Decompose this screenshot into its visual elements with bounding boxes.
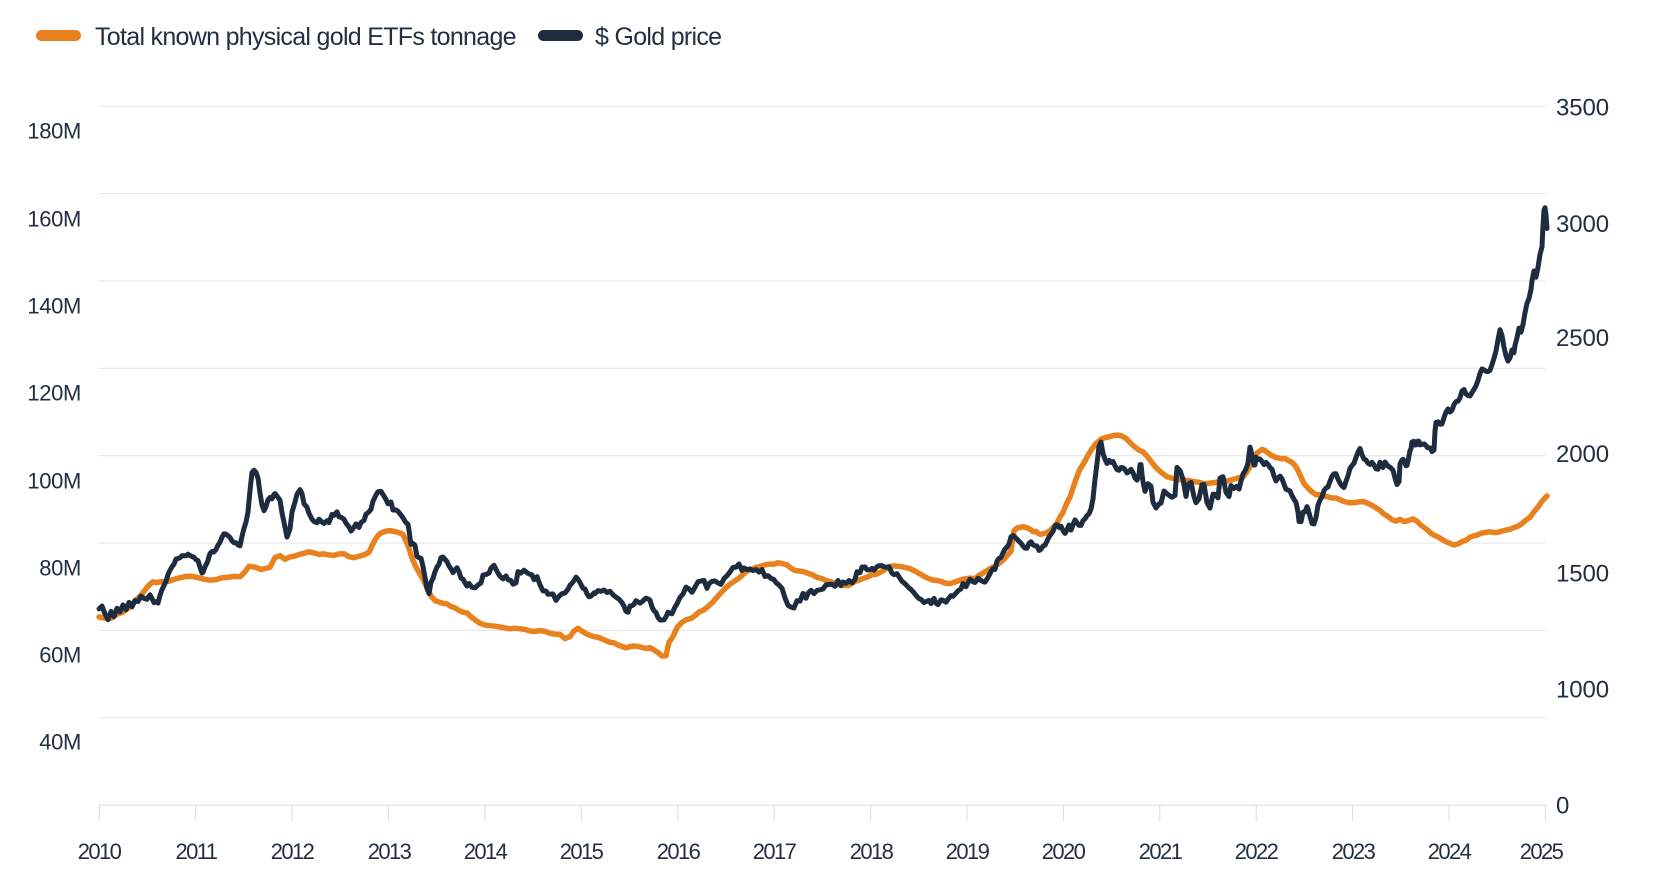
svg-text:2020: 2020 <box>1042 839 1086 864</box>
svg-text:2013: 2013 <box>368 839 412 864</box>
svg-text:2022: 2022 <box>1235 839 1279 864</box>
svg-text:2012: 2012 <box>271 839 315 864</box>
svg-text:2000: 2000 <box>1556 441 1609 468</box>
svg-text:2010: 2010 <box>78 839 122 864</box>
svg-text:120M: 120M <box>27 381 81 406</box>
svg-text:3000: 3000 <box>1556 211 1609 238</box>
svg-text:2015: 2015 <box>560 839 604 864</box>
svg-text:$ Gold price: $ Gold price <box>595 23 721 51</box>
svg-text:2017: 2017 <box>753 839 797 864</box>
svg-text:Total known physical gold ETFs: Total known physical gold ETFs tonnage <box>95 23 516 51</box>
svg-text:2023: 2023 <box>1332 839 1376 864</box>
svg-text:2500: 2500 <box>1556 325 1609 352</box>
svg-text:3500: 3500 <box>1556 95 1609 122</box>
svg-text:1000: 1000 <box>1556 677 1609 704</box>
svg-text:0: 0 <box>1556 793 1569 820</box>
svg-text:2014: 2014 <box>464 839 508 864</box>
svg-text:2021: 2021 <box>1139 839 1183 864</box>
svg-text:2018: 2018 <box>850 839 894 864</box>
svg-text:2011: 2011 <box>176 839 218 864</box>
svg-text:160M: 160M <box>27 207 81 232</box>
svg-text:2025: 2025 <box>1520 839 1564 864</box>
svg-text:40M: 40M <box>39 730 81 755</box>
svg-text:2019: 2019 <box>946 839 990 864</box>
svg-text:100M: 100M <box>27 469 81 494</box>
svg-text:80M: 80M <box>39 556 81 581</box>
svg-text:140M: 140M <box>27 294 81 319</box>
svg-text:180M: 180M <box>27 119 81 144</box>
svg-text:2024: 2024 <box>1428 839 1472 864</box>
svg-text:60M: 60M <box>39 643 81 668</box>
svg-text:1500: 1500 <box>1556 561 1609 588</box>
svg-text:2016: 2016 <box>657 839 701 864</box>
